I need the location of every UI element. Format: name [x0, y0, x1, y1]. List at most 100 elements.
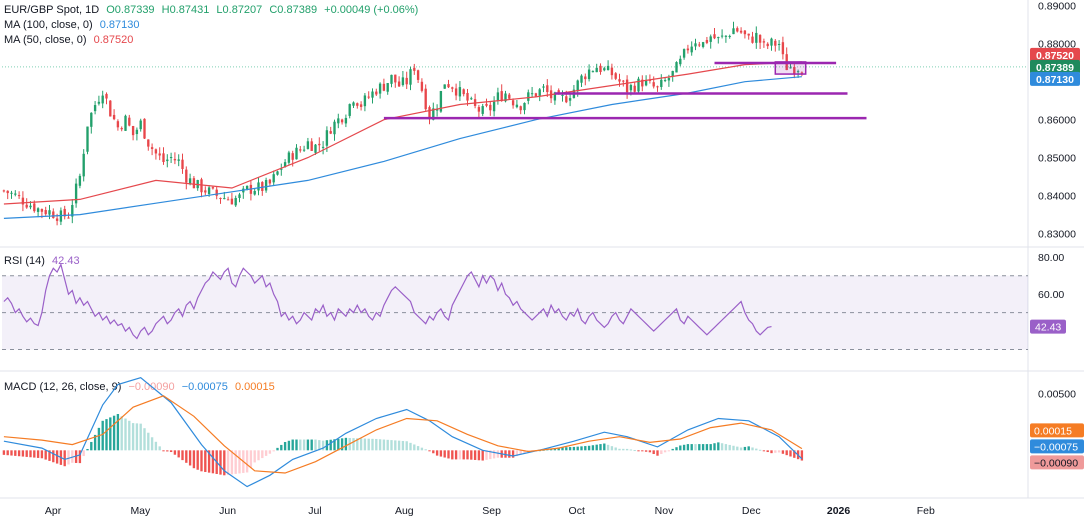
- macd-histogram-bar: [105, 419, 108, 451]
- macd-histogram-bar: [363, 438, 367, 451]
- time-tick-label: Apr: [45, 505, 62, 517]
- macd-histogram-bar: [40, 450, 44, 459]
- macd-histogram-bar: [523, 450, 526, 454]
- rsi-label: RSI (14): [4, 255, 45, 267]
- macd-histogram-bar: [553, 448, 557, 451]
- macd-histogram-bar: [109, 417, 112, 451]
- macd-histogram-bar: [686, 444, 690, 451]
- rsi-tag: [1030, 319, 1066, 334]
- price-pane: [2, 21, 1028, 226]
- candle: [568, 98, 572, 101]
- macd-histogram-bar: [420, 447, 424, 451]
- macd-histogram-bar: [663, 450, 667, 453]
- candle: [276, 171, 279, 175]
- macd-histogram-bar: [781, 450, 785, 454]
- candle: [777, 43, 781, 45]
- candle: [261, 182, 264, 191]
- price-legend: EUR/GBP Spot, 1D O0.87339 H0.87431 L0.87…: [4, 3, 422, 17]
- candle: [192, 178, 196, 189]
- candle: [701, 42, 705, 47]
- candle: [694, 43, 697, 47]
- candle: [667, 78, 671, 81]
- macd-histogram-bar: [310, 439, 313, 451]
- macd-histogram-bar: [272, 450, 275, 452]
- candle: [124, 115, 127, 131]
- macd-histogram-bar: [48, 450, 51, 461]
- macd-histogram-bar: [302, 439, 306, 451]
- macd-histogram-bar: [610, 446, 614, 451]
- candle: [770, 38, 773, 46]
- ma50-line: [3, 61, 802, 205]
- candle: [576, 80, 579, 92]
- macd-histogram-bar: [318, 440, 321, 451]
- macd-histogram-bar: [709, 444, 712, 451]
- candle: [466, 92, 469, 101]
- candle: [29, 205, 32, 208]
- candle: [679, 58, 682, 65]
- macd-histogram-bar: [625, 448, 629, 451]
- candle: [188, 178, 192, 185]
- macd-histogram-bar: [223, 450, 226, 476]
- candle: [207, 187, 211, 194]
- macd-line-value: −0.00075: [181, 381, 228, 393]
- price-tag: [1030, 71, 1080, 86]
- price-tag: [1030, 59, 1080, 74]
- candle: [762, 41, 766, 43]
- macd-histogram-bar: [489, 450, 492, 460]
- candle: [739, 30, 743, 33]
- macd-histogram-bar: [451, 450, 454, 460]
- candle: [698, 44, 701, 46]
- candle: [439, 91, 443, 112]
- candle: [671, 70, 674, 77]
- candle: [257, 182, 260, 191]
- candle: [177, 159, 180, 161]
- macd-histogram-bar: [344, 437, 348, 451]
- macd-histogram-bar: [481, 450, 484, 461]
- macd-histogram-bar: [116, 414, 120, 451]
- candle: [291, 153, 294, 160]
- candle: [675, 62, 678, 73]
- candle: [378, 83, 382, 94]
- macd-histogram-bar: [565, 447, 568, 451]
- candle: [120, 127, 123, 130]
- macd-histogram-bar: [211, 450, 215, 474]
- candle: [591, 71, 595, 73]
- candle: [109, 100, 112, 117]
- candle: [226, 199, 230, 201]
- macd-histogram-bar: [485, 450, 488, 460]
- macd-histogram-bar: [462, 450, 465, 460]
- macd-histogram-bar: [736, 446, 739, 451]
- macd-histogram-bar: [181, 450, 184, 461]
- candle: [542, 86, 545, 88]
- rsi-legend: RSI (14) 42.43: [4, 254, 84, 268]
- ma50-legend: MA (50, close, 0) 0.87520: [4, 33, 137, 47]
- macd-histogram-bar: [789, 450, 792, 457]
- candle: [166, 159, 169, 162]
- macd-histogram-bar: [245, 450, 249, 473]
- candle: [766, 43, 769, 47]
- price-tick-label: 0.83000: [1038, 229, 1076, 241]
- macd-histogram-bar: [154, 441, 158, 451]
- macd-histogram-bar: [135, 423, 139, 451]
- macd-histogram-bar: [33, 450, 36, 458]
- macd-histogram-bar: [226, 450, 230, 475]
- macd-histogram-bar: [774, 450, 777, 453]
- macd-histogram-bar: [679, 445, 682, 451]
- macd-histogram-bar: [101, 420, 104, 451]
- candle: [705, 39, 709, 43]
- macd-histogram-bar: [139, 423, 142, 451]
- macd-histogram-bar: [519, 450, 522, 455]
- candle: [717, 37, 720, 39]
- macd-histogram-bar: [356, 438, 359, 451]
- macd-histogram-bar: [147, 432, 150, 451]
- ma100-value: 0.87130: [99, 19, 140, 31]
- time-tick-label: Dec: [742, 505, 761, 517]
- candle: [747, 33, 750, 36]
- macd-histogram-bar: [496, 450, 500, 458]
- candle: [382, 83, 386, 91]
- candle: [713, 34, 716, 39]
- candle: [527, 92, 530, 101]
- candle: [329, 131, 332, 134]
- macd-histogram-bar: [466, 450, 469, 460]
